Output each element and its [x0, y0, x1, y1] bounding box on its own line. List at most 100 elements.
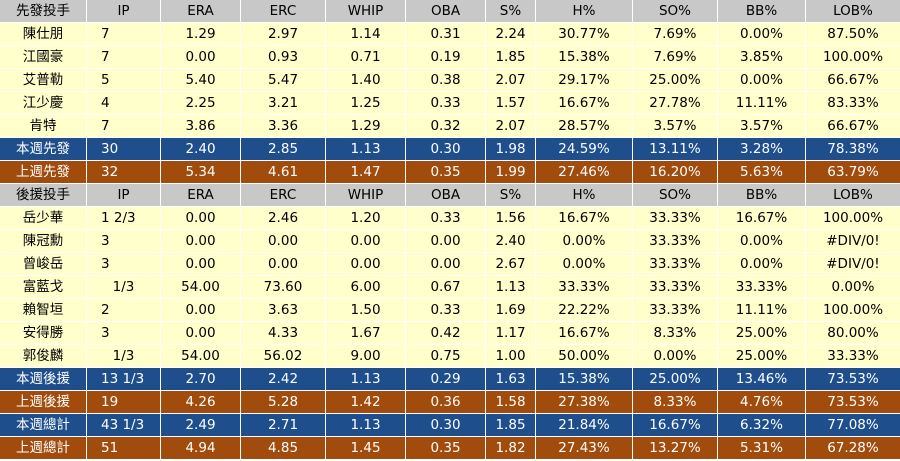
header-row: 後援投手 IP ERA ERC WHIP OBA S% H% SO% BB% LOB% [0, 184, 900, 207]
pitcher-row: 江少慶 4 2.25 3.21 1.25 0.33 1.57 16.67% 27.78% 11.1… [0, 92, 900, 115]
h-pct-cell: 0.00% [536, 230, 632, 252]
h-pct-cell: 33.33% [536, 276, 632, 298]
whip-cell: 1.20 [326, 207, 405, 229]
ip-cell: 5 [87, 69, 160, 91]
so-pct-cell: 0.00% [633, 345, 717, 367]
erc-cell: 56.02 [241, 345, 325, 367]
name-cell: 陳仕朋 [0, 23, 86, 45]
h-pct-cell: 15.38% [536, 368, 632, 390]
erc-cell: 0.00 [241, 230, 325, 252]
ip-cell: 32 [87, 161, 160, 183]
lob-pct-cell: 100.00% [806, 46, 900, 68]
ip-cell: 43 1/3 [87, 414, 160, 436]
bb-pct-cell: 16.67% [718, 207, 805, 229]
whip-cell: 1.50 [326, 299, 405, 321]
s-pct-cell: 2.67 [486, 253, 535, 275]
ip-cell: 3 [87, 253, 160, 275]
s-pct-cell: 1.99 [486, 161, 535, 183]
era-cell: 2.70 [161, 368, 240, 390]
header-whip-cell: WHIP [326, 0, 405, 22]
whip-cell: 1.45 [326, 437, 405, 459]
ip-cell: 1/3 [87, 276, 160, 298]
erc-cell: 0.93 [241, 46, 325, 68]
header-lob-pct-cell: LOB% [806, 0, 900, 22]
oba-cell: 0.36 [406, 391, 485, 413]
whip-cell: 1.13 [326, 414, 405, 436]
header-era-cell: ERA [161, 184, 240, 206]
pitcher-row: 郭俊麟 1/3 54.00 56.02 9.00 0.75 1.00 50.00% 0.00% 2… [0, 345, 900, 368]
oba-cell: 0.42 [406, 322, 485, 344]
oba-cell: 0.32 [406, 115, 485, 137]
erc-cell: 2.97 [241, 23, 325, 45]
header-row: 先發投手 IP ERA ERC WHIP OBA S% H% SO% BB% LOB% [0, 0, 900, 23]
pitcher-row: 富藍戈 1/3 54.00 73.60 6.00 0.67 1.13 33.33% 33.33%… [0, 276, 900, 299]
erc-cell: 2.71 [241, 414, 325, 436]
header-ip-cell: IP [87, 184, 160, 206]
so-pct-cell: 13.11% [633, 138, 717, 160]
s-pct-cell: 1.98 [486, 138, 535, 160]
whip-cell: 1.29 [326, 115, 405, 137]
bb-pct-cell: 13.46% [718, 368, 805, 390]
h-pct-cell: 24.59% [536, 138, 632, 160]
lob-pct-cell: 77.08% [806, 414, 900, 436]
era-cell: 4.26 [161, 391, 240, 413]
pitcher-row: 安得勝 3 0.00 4.33 1.67 0.42 1.17 16.67% 8.33% 25.00… [0, 322, 900, 345]
last-week-total-row: 上週後援 19 4.26 5.28 1.42 0.36 1.58 27.38% 8.33% 4.7… [0, 391, 900, 414]
whip-cell: 1.47 [326, 161, 405, 183]
era-cell: 1.29 [161, 23, 240, 45]
h-pct-cell: 22.22% [536, 299, 632, 321]
oba-cell: 0.33 [406, 299, 485, 321]
ip-cell: 7 [87, 23, 160, 45]
name-cell: 岳少華 [0, 207, 86, 229]
lob-pct-cell: 63.79% [806, 161, 900, 183]
header-era-cell: ERA [161, 0, 240, 22]
so-pct-cell: 16.67% [633, 414, 717, 436]
so-pct-cell: 33.33% [633, 207, 717, 229]
bb-pct-cell: 0.00% [718, 253, 805, 275]
pitcher-row: 賴智垣 2 0.00 3.63 1.50 0.33 1.69 22.22% 33.33% 11.1… [0, 299, 900, 322]
ip-cell: 19 [87, 391, 160, 413]
whip-cell: 1.13 [326, 368, 405, 390]
oba-cell: 0.31 [406, 23, 485, 45]
era-cell: 0.00 [161, 207, 240, 229]
header-s-pct-cell: S% [486, 184, 535, 206]
whip-cell: 0.00 [326, 230, 405, 252]
lob-pct-cell: 33.33% [806, 345, 900, 367]
lob-pct-cell: 66.67% [806, 115, 900, 137]
erc-cell: 5.47 [241, 69, 325, 91]
oba-cell: 0.35 [406, 161, 485, 183]
so-pct-cell: 7.69% [633, 46, 717, 68]
s-pct-cell: 1.57 [486, 92, 535, 114]
oba-cell: 0.38 [406, 69, 485, 91]
erc-cell: 4.33 [241, 322, 325, 344]
h-pct-cell: 15.38% [536, 46, 632, 68]
so-pct-cell: 13.27% [633, 437, 717, 459]
erc-cell: 2.46 [241, 207, 325, 229]
erc-cell: 5.28 [241, 391, 325, 413]
oba-cell: 0.00 [406, 230, 485, 252]
s-pct-cell: 1.17 [486, 322, 535, 344]
oba-cell: 0.75 [406, 345, 485, 367]
s-pct-cell: 1.56 [486, 207, 535, 229]
this-week-total-row: 本週先發 30 2.40 2.85 1.13 0.30 1.98 24.59% 13.11% 3.… [0, 138, 900, 161]
last-week-total-row: 上週先發 32 5.34 4.61 1.47 0.35 1.99 27.46% 16.20% 5.… [0, 161, 900, 184]
pitcher-row: 肯特 7 3.86 3.36 1.29 0.32 2.07 28.57% 3.57% 3.57% 6… [0, 115, 900, 138]
ip-cell: 2 [87, 299, 160, 321]
name-cell: 上週後援 [0, 391, 86, 413]
s-pct-cell: 1.13 [486, 276, 535, 298]
s-pct-cell: 2.24 [486, 23, 535, 45]
era-cell: 2.49 [161, 414, 240, 436]
oba-cell: 0.67 [406, 276, 485, 298]
era-cell: 54.00 [161, 345, 240, 367]
whip-cell: 1.14 [326, 23, 405, 45]
h-pct-cell: 21.84% [536, 414, 632, 436]
pitcher-row: 江國豪 7 0.00 0.93 0.71 0.19 1.85 15.38% 7.69% 3.85%… [0, 46, 900, 69]
era-cell: 0.00 [161, 299, 240, 321]
name-cell: 賴智垣 [0, 299, 86, 321]
header-bb-pct-cell: BB% [718, 184, 805, 206]
lob-pct-cell: 78.38% [806, 138, 900, 160]
oba-cell: 0.00 [406, 253, 485, 275]
header-bb-pct-cell: BB% [718, 0, 805, 22]
header-so-pct-cell: SO% [633, 184, 717, 206]
this-week-total-row: 本週後援 13 1/3 2.70 2.42 1.13 0.29 1.63 15.38% 25.0… [0, 368, 900, 391]
